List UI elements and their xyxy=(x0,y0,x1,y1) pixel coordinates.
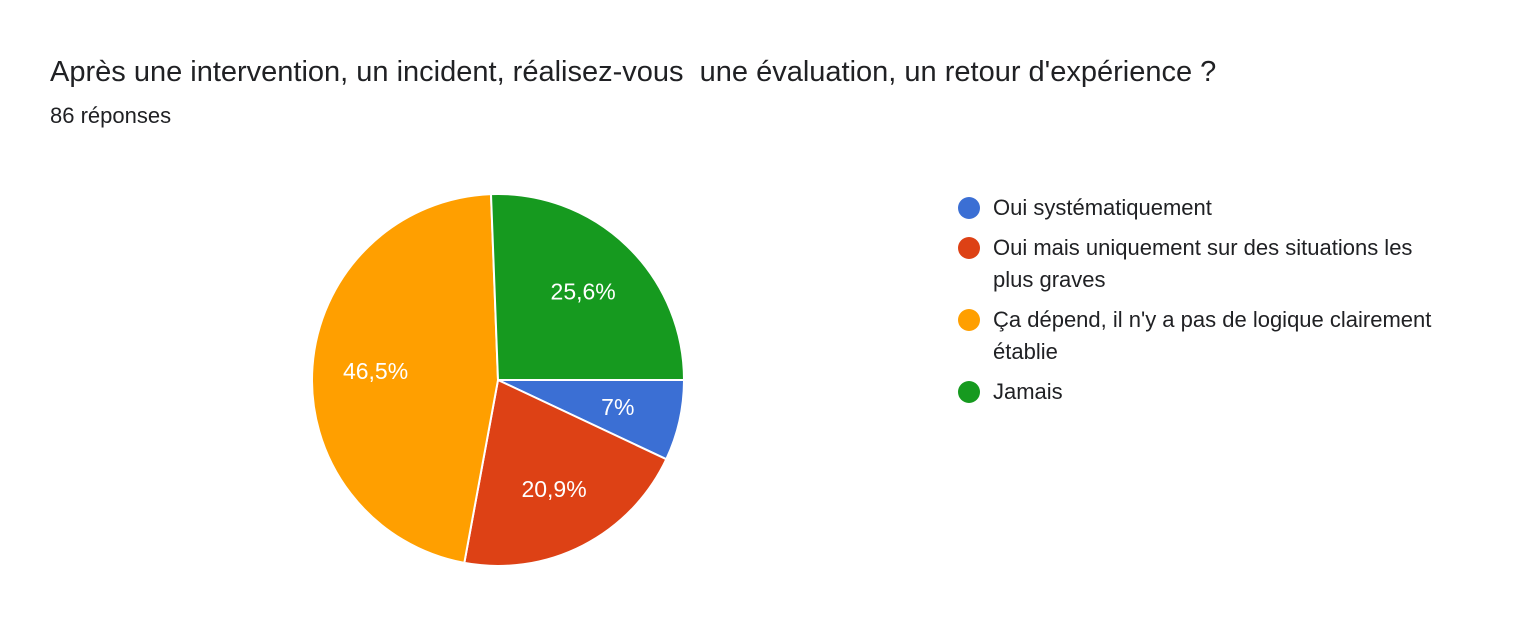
legend-item-3: Jamais xyxy=(958,376,1458,408)
legend-label-3: Jamais xyxy=(993,379,1063,404)
pie-slice-2 xyxy=(311,193,500,565)
chart-title: Après une intervention, un incident, réa… xyxy=(50,56,1217,88)
slice-label-2: 46,5% xyxy=(343,358,408,384)
legend-item-0: Oui systématiquement xyxy=(958,192,1458,224)
slice-label-1: 20,9% xyxy=(521,476,586,502)
slice-label-3: 25,6% xyxy=(551,279,616,305)
legend-swatch-3 xyxy=(958,381,980,403)
legend-item-1: Oui mais uniquement sur des situations l… xyxy=(958,232,1458,296)
response-count: 86 réponses xyxy=(50,103,172,128)
legend-swatch-1 xyxy=(958,237,980,259)
legend-label-0: Oui systématiquement xyxy=(993,195,1212,220)
slice-label-0: 7% xyxy=(601,394,634,420)
pie-chart: 7% 20,9% 46,5% 25,6% xyxy=(311,193,686,567)
pie-slice-3 xyxy=(489,193,686,381)
legend-swatch-0 xyxy=(958,197,980,219)
chart-legend: Oui systématiquement Oui mais uniquement … xyxy=(958,192,1458,416)
legend-swatch-2 xyxy=(958,309,980,331)
legend-item-2: Ça dépend, il n'y a pas de logique clair… xyxy=(958,304,1458,368)
pie-slice-1 xyxy=(463,378,668,567)
legend-label-1: Oui mais uniquement sur des situations l… xyxy=(993,235,1413,292)
legend-label-2: Ça dépend, il n'y a pas de logique clair… xyxy=(993,307,1432,364)
